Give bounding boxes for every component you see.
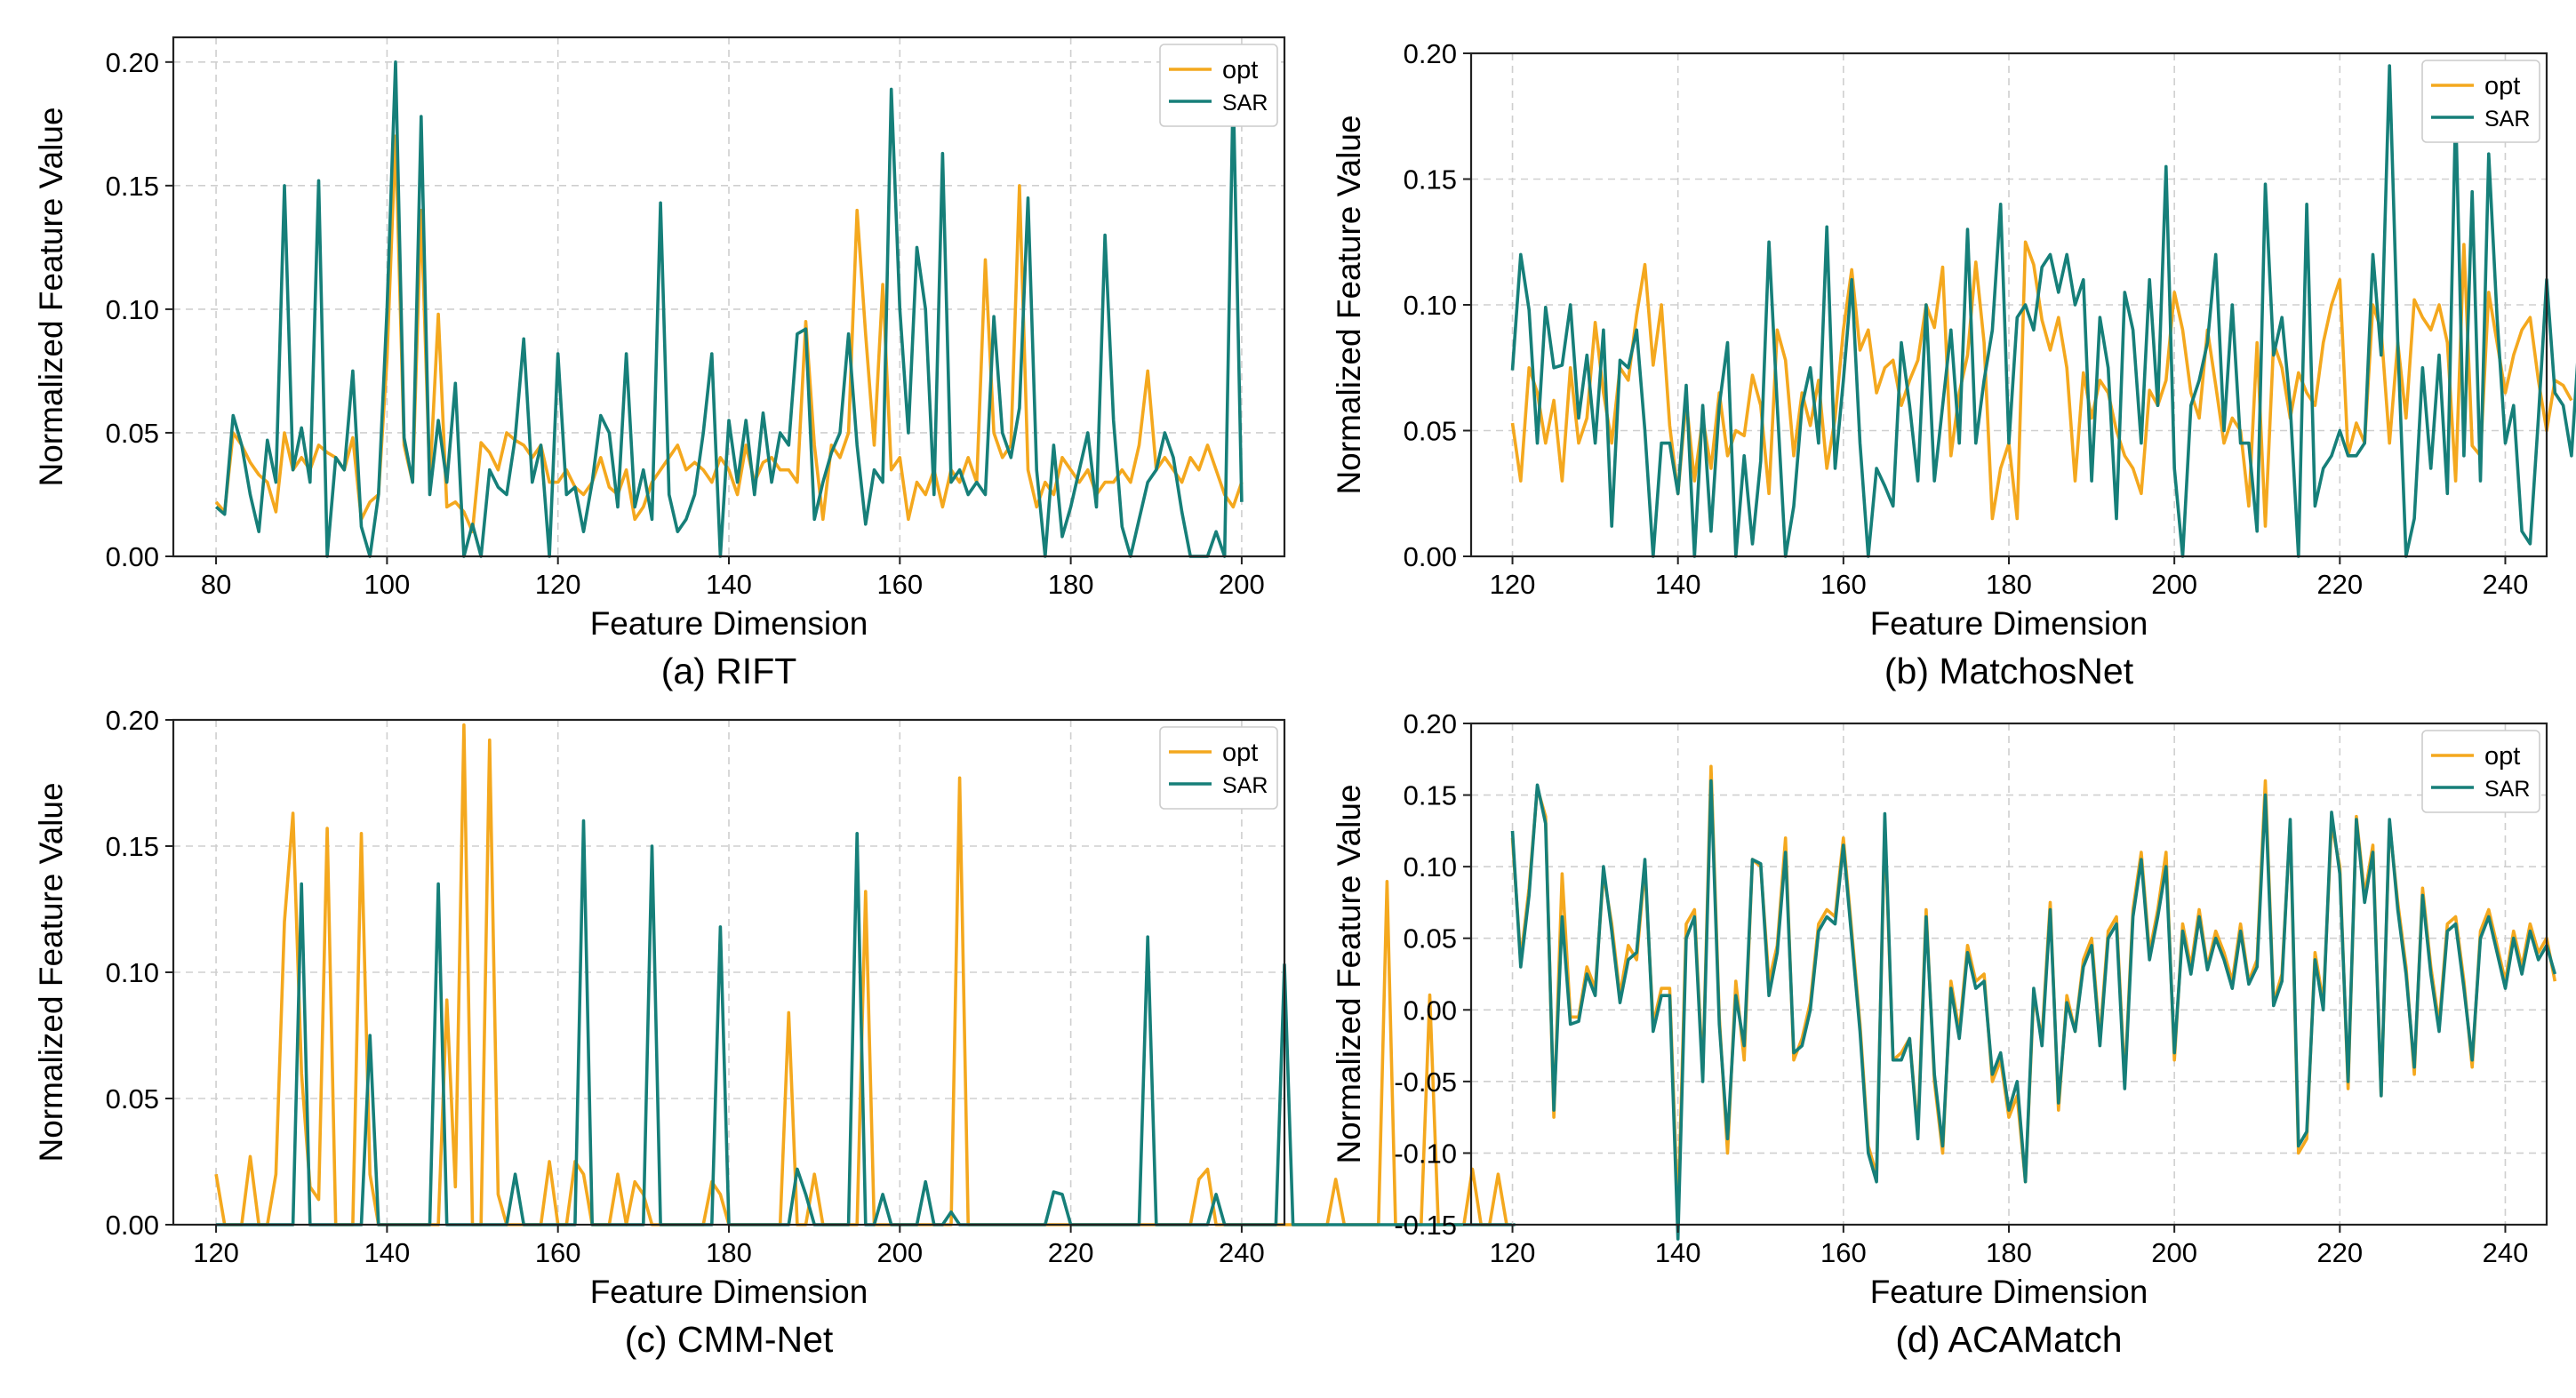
- y-tick-label: 0.00: [1404, 995, 1457, 1026]
- x-tick-label: 120: [1490, 1237, 1536, 1268]
- x-tick-label: 200: [2151, 1237, 2197, 1268]
- x-tick-label: 120: [535, 569, 581, 600]
- series-line-sar: [1510, 64, 2576, 558]
- x-tick-label: 220: [2316, 1237, 2363, 1268]
- y-tick-label: 0.05: [1404, 416, 1457, 447]
- legend-label-opt: opt: [2484, 742, 2520, 771]
- x-tick-label: 160: [535, 1237, 581, 1268]
- y-tick-label: 0.20: [1404, 38, 1457, 69]
- x-tick-label: 140: [1655, 1237, 1701, 1268]
- x-tick-label: 200: [876, 1237, 923, 1268]
- x-tick-label: 160: [876, 569, 923, 600]
- legend-label-sar: SAR: [2484, 777, 2530, 802]
- y-tick-label: 0.20: [106, 705, 159, 736]
- y-tick-label: 0.10: [1404, 290, 1457, 321]
- y-tick-label: 0.15: [1404, 164, 1457, 196]
- x-tick-label: 160: [1820, 1237, 1867, 1268]
- legend-label-sar: SAR: [1222, 773, 1268, 798]
- y-tick-label: 0.15: [1404, 780, 1457, 811]
- y-axis-label: Normalized Feature Value: [33, 782, 69, 1162]
- x-tick-label: 80: [201, 569, 231, 600]
- y-tick-label: 0.15: [106, 171, 159, 202]
- series-line-opt: [1510, 240, 2573, 528]
- legend-label-opt: opt: [1222, 56, 1258, 84]
- y-tick-label: 0.10: [106, 294, 159, 325]
- x-tick-label: 180: [1986, 1237, 2032, 1268]
- y-tick-label: 0.10: [1404, 851, 1457, 883]
- x-tick-label: 200: [2151, 569, 2197, 600]
- series-line-sar: [1510, 779, 2557, 1241]
- legend-label-sar: SAR: [1222, 91, 1268, 116]
- legend: opt SAR: [2421, 730, 2540, 813]
- chart-panel-2: 120 140 160 180 200 220 240 0.00 0.05 0.10 0.15 0.2…: [1331, 38, 2576, 691]
- legend-label-opt: opt: [2484, 72, 2520, 100]
- x-axis-label: Feature Dimension: [1870, 605, 2148, 642]
- chart-panel-3: 120 140 160 180 200 220 240 0.00 0.05 0.10 0.15 0.2…: [33, 705, 1516, 1360]
- legend-box: [2421, 730, 2540, 813]
- x-tick-label: 180: [1048, 569, 1094, 600]
- legend-box: [2421, 60, 2540, 143]
- legend: opt SAR: [2421, 60, 2540, 143]
- y-tick-label: 0.05: [1404, 923, 1457, 955]
- legend-box: [1159, 44, 1278, 127]
- x-tick-label: 220: [2316, 569, 2363, 600]
- chart-panel-1: 80 100 120 140 160 180 200 0.00 0.05 0.10 0.15 0.20…: [33, 36, 1286, 691]
- x-tick-label: 180: [706, 1237, 752, 1268]
- y-tick-label: 0.10: [106, 957, 159, 988]
- chart-panel-4: 120 140 160 180 200 220 240 -0.15 -0.10 -0.05 0.00…: [1331, 708, 2557, 1360]
- x-tick-label: 220: [1048, 1237, 1094, 1268]
- panel-caption: (c) CMM-Net: [625, 1319, 834, 1360]
- y-axis-label: Normalized Feature Value: [1331, 115, 1367, 494]
- x-axis-label: Feature Dimension: [590, 605, 868, 642]
- x-tick-label: 120: [1490, 569, 1536, 600]
- x-tick-label: 120: [193, 1237, 239, 1268]
- y-axis-label: Normalized Feature Value: [33, 107, 69, 486]
- x-tick-label: 160: [1820, 569, 1867, 600]
- y-tick-label: 0.05: [106, 418, 159, 449]
- x-tick-label: 240: [2483, 569, 2529, 600]
- y-tick-label: 0.20: [1404, 708, 1457, 739]
- y-tick-label: 0.05: [106, 1083, 159, 1114]
- series-line-sar: [216, 819, 1516, 1226]
- x-tick-label: 180: [1986, 569, 2032, 600]
- panel-caption: (d) ACAMatch: [1895, 1319, 2122, 1360]
- x-tick-label: 140: [364, 1237, 411, 1268]
- y-tick-label: -0.10: [1394, 1138, 1457, 1169]
- x-tick-label: 200: [1219, 569, 1265, 600]
- x-axis-label: Feature Dimension: [1870, 1274, 2148, 1310]
- x-tick-label: 140: [1655, 569, 1701, 600]
- series-line-sar: [214, 60, 1244, 558]
- y-tick-label: 0.20: [106, 47, 159, 78]
- x-tick-label: 100: [364, 569, 411, 600]
- x-tick-label: 240: [2483, 1237, 2529, 1268]
- y-tick-label: -0.05: [1394, 1066, 1457, 1098]
- x-tick-label: 240: [1219, 1237, 1265, 1268]
- y-tick-label: 0.15: [106, 831, 159, 862]
- panel-caption: (b) MatchosNet: [1884, 651, 2134, 691]
- y-tick-label: -0.15: [1394, 1210, 1457, 1241]
- x-axis-label: Feature Dimension: [590, 1274, 868, 1310]
- legend-label-sar: SAR: [2484, 107, 2530, 132]
- panel-caption: (a) RIFT: [661, 651, 797, 691]
- x-tick-label: 140: [706, 569, 752, 600]
- series-line-opt: [214, 134, 1244, 534]
- y-tick-label: 0.00: [106, 541, 159, 572]
- legend: opt SAR: [1159, 44, 1278, 127]
- legend-box: [1159, 726, 1278, 810]
- y-axis-label: Normalized Feature Value: [1331, 784, 1367, 1163]
- y-tick-label: 0.00: [1404, 541, 1457, 572]
- legend-label-opt: opt: [1222, 739, 1258, 767]
- legend: opt SAR: [1159, 726, 1278, 810]
- y-tick-label: 0.00: [106, 1210, 159, 1241]
